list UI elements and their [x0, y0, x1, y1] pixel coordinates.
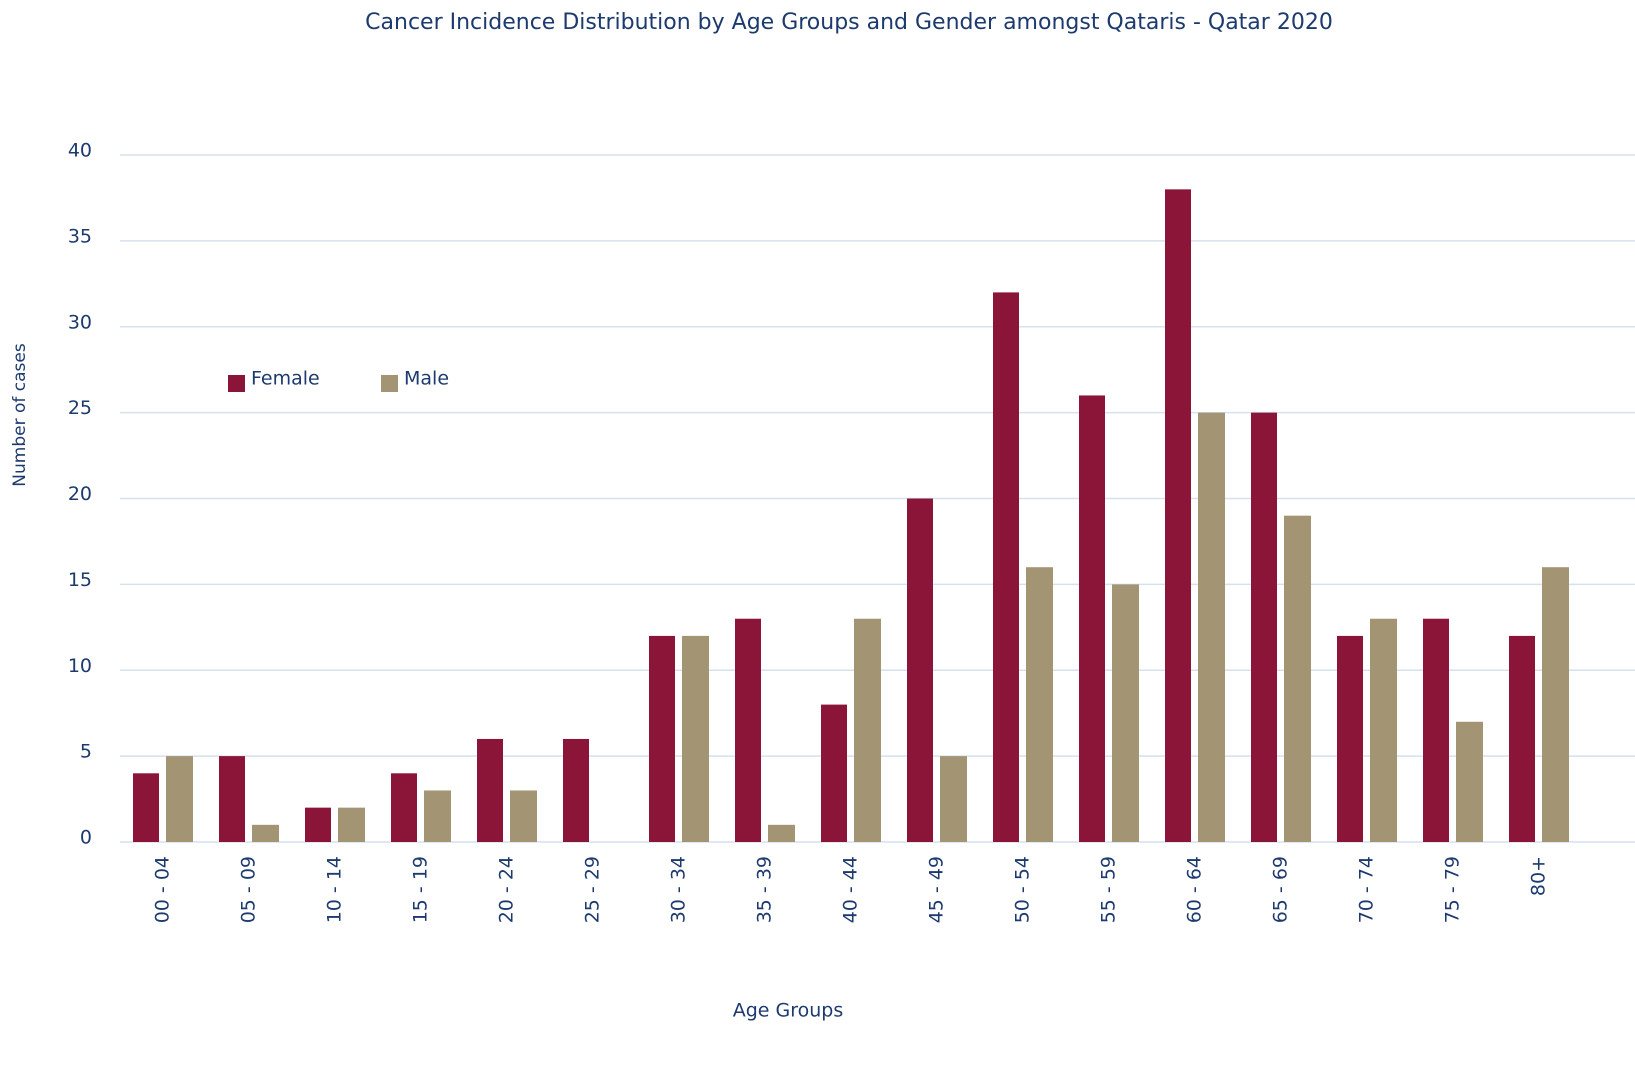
bar — [219, 756, 245, 842]
x-tick-label: 10 - 14 — [324, 856, 346, 923]
bar — [1079, 395, 1105, 842]
x-tick-label: 25 - 29 — [582, 856, 604, 923]
legend-label: Male — [404, 368, 449, 390]
bar — [305, 807, 331, 842]
bar — [907, 498, 933, 842]
bar — [1509, 635, 1535, 842]
y-tick-label: 35 — [68, 225, 92, 247]
bar — [424, 790, 451, 842]
bar — [735, 618, 761, 842]
y-tick-label: 10 — [68, 655, 92, 677]
bar — [477, 738, 503, 842]
y-tick-label: 15 — [68, 569, 92, 591]
bar — [166, 756, 193, 842]
x-tick-label: 40 - 44 — [840, 856, 862, 923]
bar — [1284, 515, 1311, 842]
bar — [854, 618, 881, 842]
y-tick-label: 5 — [80, 741, 92, 763]
y-tick-label: 25 — [68, 397, 92, 419]
bar — [1456, 721, 1483, 842]
x-tick-label: 65 - 69 — [1270, 856, 1292, 923]
bar — [1251, 412, 1277, 842]
bar — [510, 790, 537, 842]
x-tick-label: 55 - 59 — [1098, 856, 1120, 923]
y-axis-label: Number of cases — [10, 343, 30, 487]
y-tick-label: 0 — [80, 827, 92, 849]
x-tick-label: 50 - 54 — [1012, 856, 1034, 923]
legend-swatch — [228, 375, 245, 392]
x-tick-label: 60 - 64 — [1184, 856, 1206, 923]
bar — [1423, 618, 1449, 842]
bar — [682, 635, 709, 842]
bar — [1370, 618, 1397, 842]
legend-label: Female — [251, 368, 320, 390]
bar — [1337, 635, 1363, 842]
bar — [821, 704, 847, 842]
bar — [1026, 567, 1053, 842]
x-tick-label: 75 - 79 — [1442, 856, 1464, 923]
x-tick-label: 80+ — [1528, 856, 1550, 896]
bar — [252, 824, 279, 842]
bar — [993, 292, 1019, 842]
bar — [563, 738, 589, 842]
bar — [1112, 584, 1139, 842]
x-tick-label: 35 - 39 — [754, 856, 776, 923]
bar — [1198, 412, 1225, 842]
bar — [391, 773, 417, 842]
bar — [133, 773, 159, 842]
y-tick-label: 30 — [68, 311, 92, 333]
legend-swatch — [381, 375, 398, 392]
x-tick-label: 70 - 74 — [1356, 856, 1378, 923]
bar — [1542, 567, 1569, 842]
bar — [1165, 189, 1191, 843]
x-tick-label: 45 - 49 — [926, 856, 948, 923]
x-tick-label: 15 - 19 — [410, 856, 432, 923]
bar — [940, 756, 967, 842]
chart-title: Cancer Incidence Distribution by Age Gro… — [365, 10, 1333, 35]
x-axis-label: Age Groups — [733, 1000, 844, 1022]
x-tick-label: 00 - 04 — [152, 856, 174, 923]
x-tick-label: 05 - 09 — [238, 856, 260, 923]
y-tick-label: 20 — [68, 483, 92, 505]
bar — [649, 635, 675, 842]
bar — [338, 807, 365, 842]
x-tick-label: 30 - 34 — [668, 856, 690, 923]
bar — [768, 824, 795, 842]
x-tick-label: 20 - 24 — [496, 856, 518, 923]
y-tick-label: 40 — [68, 140, 92, 162]
